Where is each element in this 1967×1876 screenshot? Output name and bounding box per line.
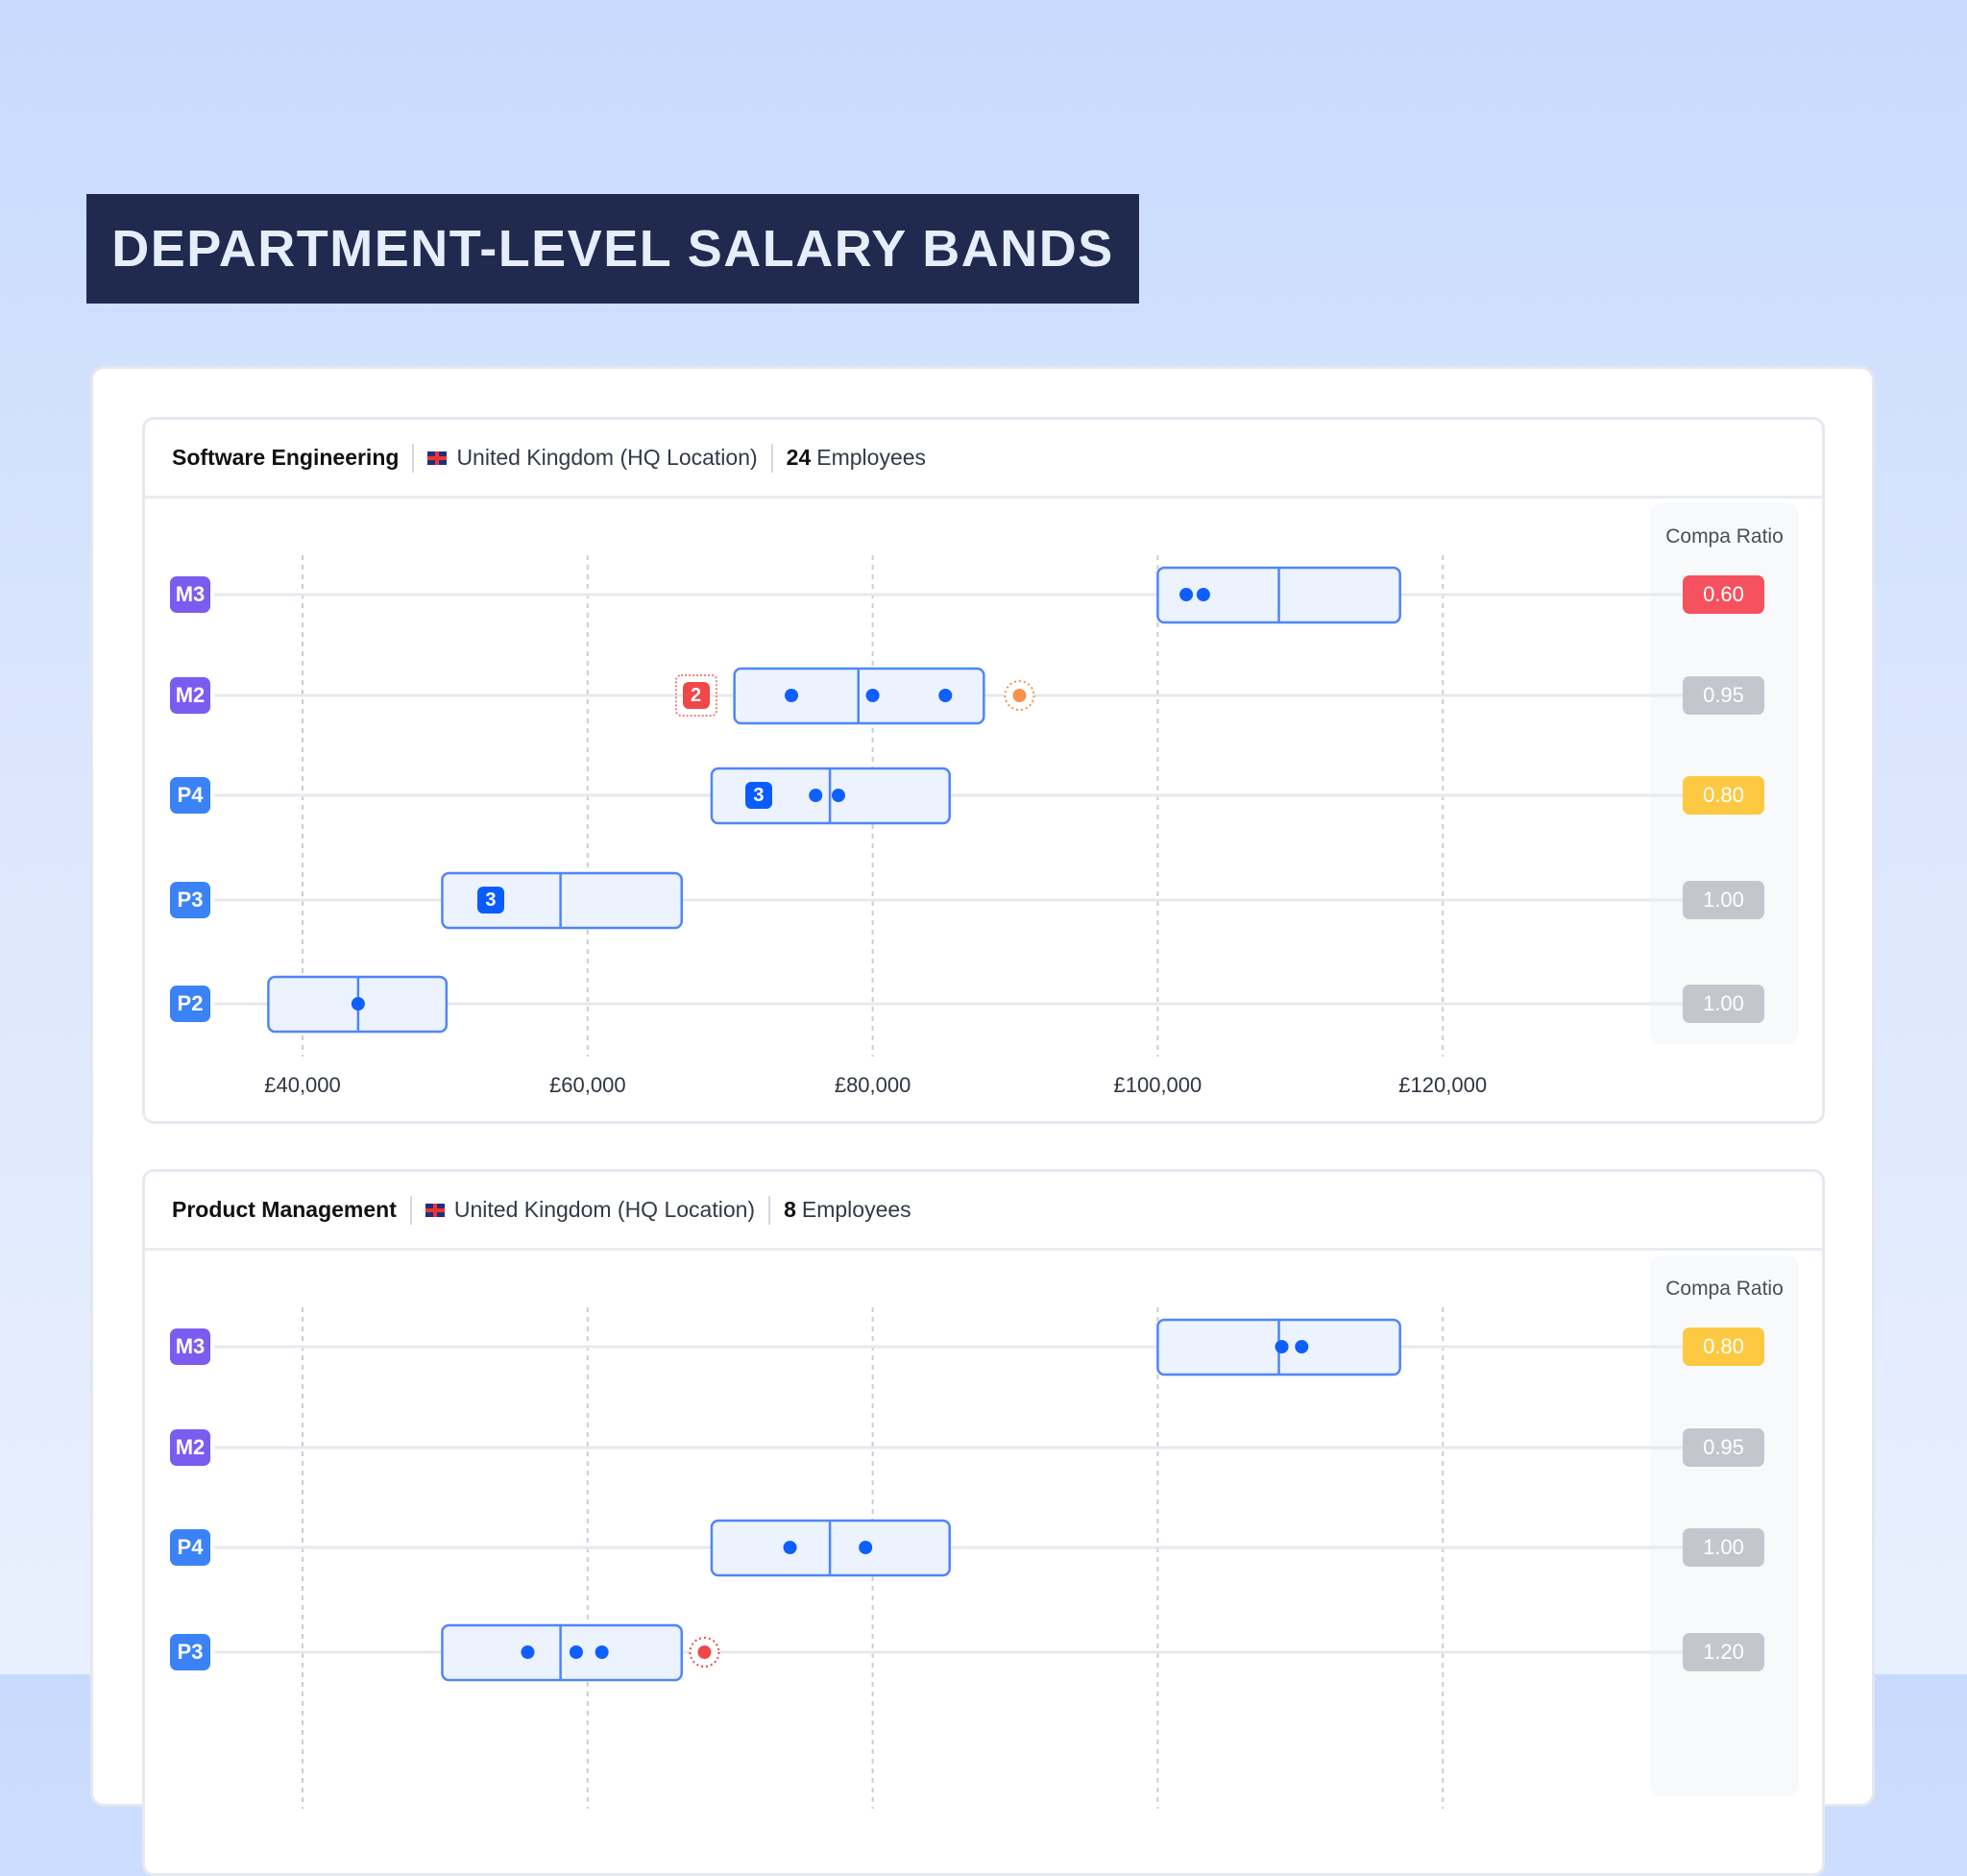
employee-count: 24 — [786, 445, 812, 470]
level-badge: M2 — [170, 1429, 210, 1466]
compa-ratio-badge: 1.00 — [1683, 1528, 1764, 1567]
uk-flag-icon — [427, 451, 448, 465]
panel-header: Software Engineering United Kingdom (HQ L… — [145, 420, 1822, 499]
level-badge: M2 — [170, 677, 210, 714]
divider — [409, 1195, 412, 1225]
compa-ratio-badge: 0.80 — [1683, 776, 1764, 815]
divider — [412, 443, 415, 473]
department-panel: Product Management United Kingdom (HQ Loc… — [142, 1169, 1825, 1876]
employee-label: Employees — [801, 1197, 911, 1222]
level-badge: M3 — [170, 1328, 210, 1365]
salary-band-box — [441, 871, 683, 930]
department-name: Product Management — [172, 1197, 397, 1222]
compa-ratio-badge: 1.00 — [1683, 985, 1764, 1023]
employee-label: Employees — [816, 445, 927, 470]
compa-ratio-header: Compa Ratio — [1665, 525, 1784, 548]
level-badge: P2 — [170, 986, 210, 1022]
outlier-point — [697, 1645, 712, 1659]
x-tick-label: £100,000 — [1113, 1073, 1202, 1097]
employee-point — [1196, 588, 1210, 601]
employee-point — [859, 1541, 873, 1554]
page-title-banner: DEPARTMENT-LEVEL SALARY BANDS — [86, 194, 1139, 304]
outlier-point — [1012, 689, 1027, 702]
level-badge: P4 — [170, 1529, 210, 1566]
employee-point — [569, 1645, 583, 1659]
compa-ratio-badge: 0.95 — [1683, 1428, 1764, 1467]
employee-point — [785, 689, 799, 702]
salary-band-plot — [214, 555, 1683, 1057]
department-panel: Software Engineering United Kingdom (HQ L… — [142, 417, 1825, 1124]
employee-point — [831, 789, 845, 802]
employee-count: 8 — [784, 1197, 796, 1222]
panel-header: Product Management United Kingdom (HQ Loc… — [145, 1172, 1822, 1251]
divider — [770, 443, 773, 473]
employee-point — [865, 689, 880, 702]
employee-point — [938, 689, 953, 702]
compa-ratio-badge: 1.20 — [1683, 1633, 1764, 1671]
divider — [768, 1195, 771, 1225]
level-badge: P3 — [170, 1634, 210, 1670]
compa-ratio-badge: 0.80 — [1683, 1328, 1764, 1366]
x-tick-label: £60,000 — [549, 1073, 626, 1097]
uk-flag-icon — [425, 1203, 445, 1217]
compa-ratio-badge: 0.95 — [1683, 676, 1764, 715]
department-name: Software Engineering — [172, 445, 400, 470]
location: United Kingdom (HQ Location) — [453, 1197, 756, 1222]
employee-point — [1275, 1340, 1289, 1353]
outlier-count-badge[interactable]: 2 — [674, 674, 717, 717]
level-badge: P3 — [170, 882, 210, 918]
page-title: DEPARTMENT-LEVEL SALARY BANDS — [111, 220, 1114, 278]
salary-band-plot — [214, 1307, 1683, 1809]
x-tick-label: £40,000 — [264, 1073, 341, 1097]
employee-point — [809, 789, 823, 802]
employee-point — [521, 1645, 535, 1659]
x-tick-label: £80,000 — [834, 1073, 911, 1097]
employee-point — [595, 1645, 609, 1659]
employee-point — [1179, 588, 1194, 601]
level-badge: M3 — [170, 576, 210, 613]
x-tick-label: £120,000 — [1398, 1073, 1488, 1097]
cluster-count-badge[interactable]: 3 — [476, 887, 504, 914]
cluster-count-badge[interactable]: 3 — [744, 782, 772, 809]
employee-point — [1295, 1340, 1309, 1353]
level-badge: P4 — [170, 777, 210, 814]
location: United Kingdom (HQ Location) — [456, 445, 758, 470]
compa-ratio-badge: 1.00 — [1683, 881, 1764, 919]
compa-ratio-badge: 0.60 — [1683, 575, 1764, 614]
outlier-count: 2 — [682, 682, 710, 709]
employee-point — [783, 1541, 797, 1554]
compa-ratio-header: Compa Ratio — [1665, 1278, 1784, 1300]
employee-point — [351, 997, 365, 1011]
salary-band-box — [441, 1623, 683, 1682]
